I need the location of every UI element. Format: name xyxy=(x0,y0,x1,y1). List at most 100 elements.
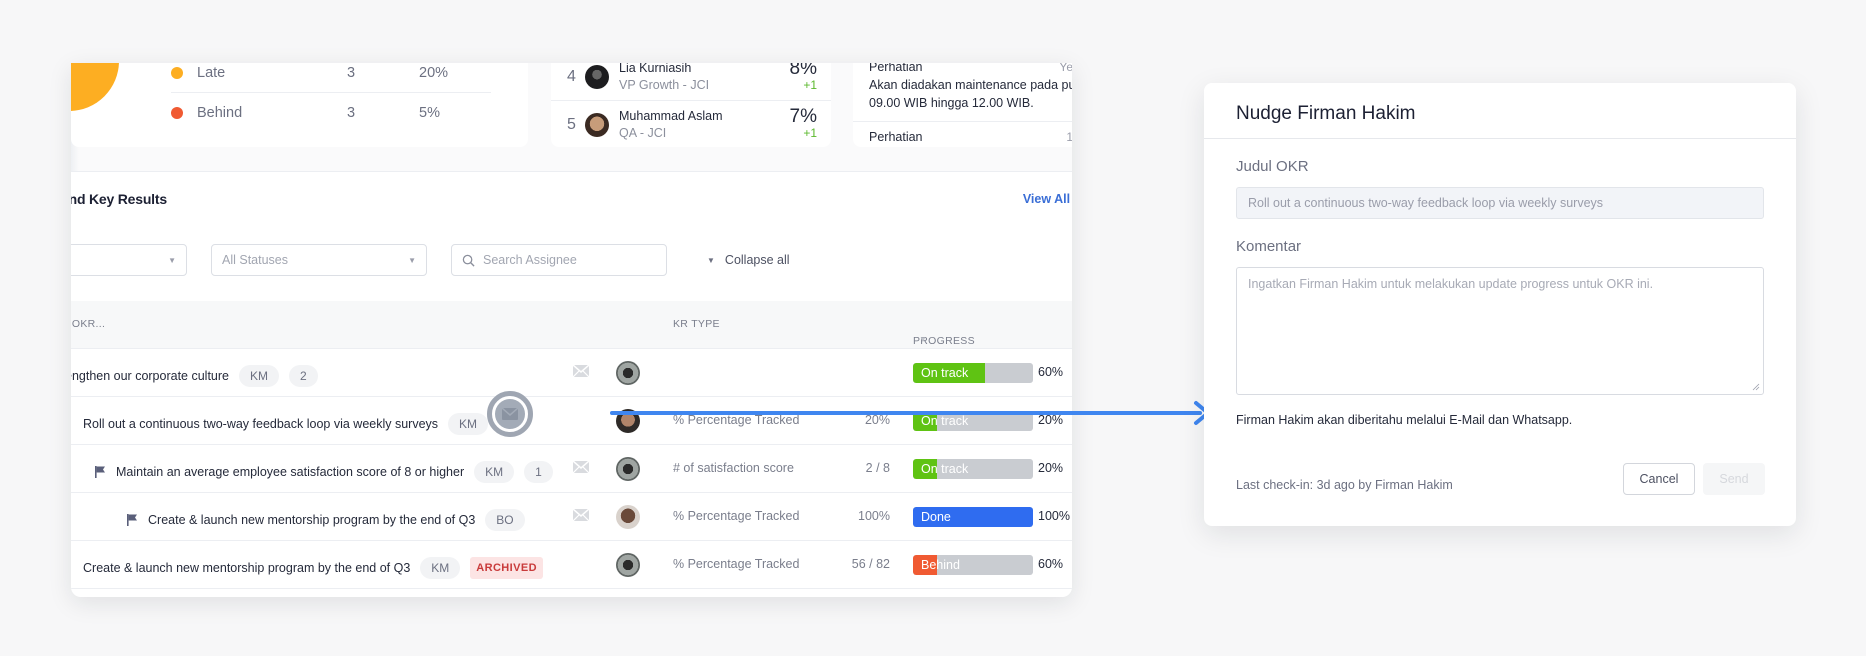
owner-tag: KM xyxy=(448,413,489,435)
status-pie-chart xyxy=(71,63,119,111)
progress-bar: On track xyxy=(913,411,1033,431)
avatar xyxy=(585,64,609,89)
progress-status: On track xyxy=(921,462,969,476)
search-icon xyxy=(462,254,475,267)
notice-date: Ye xyxy=(1059,63,1072,74)
leader-delta: +1 xyxy=(803,77,817,92)
resize-handle-icon[interactable] xyxy=(1752,383,1760,391)
legend-percent: 20% xyxy=(419,64,449,81)
comment-label: Komentar xyxy=(1236,238,1302,255)
avatar xyxy=(616,457,640,481)
avatar xyxy=(616,361,640,385)
column-header-name[interactable]: i OKR... xyxy=(71,318,106,330)
table-header: i OKR... KR TYPE PROGRESS▼ xyxy=(71,301,1072,349)
notice-body: Akan diadakan maintenance pada pu 09.00 … xyxy=(869,76,1072,112)
comment-textarea[interactable]: Ingatkan Firman Hakim untuk melakukan up… xyxy=(1236,267,1764,395)
send-button[interactable]: Send xyxy=(1703,463,1765,495)
okr-title[interactable]: Roll out a continuous two-way feedback l… xyxy=(83,417,439,431)
table-row[interactable]: engthen our corporate culture KM 2 On tr… xyxy=(71,349,1072,397)
table-row[interactable]: Maintain an average employee satisfactio… xyxy=(71,445,1072,493)
mail-icon[interactable] xyxy=(573,461,589,473)
status-summary-card: Late 3 20% Behind 3 5% xyxy=(71,63,528,147)
leader-name: Lia Kurniasih xyxy=(619,63,692,75)
avatar xyxy=(616,553,640,577)
table-row-selected[interactable]: Roll out a continuous two-way feedback l… xyxy=(71,397,1072,445)
notice-title: Perhatian xyxy=(869,130,923,144)
notice-title: Perhatian xyxy=(869,63,923,74)
flag-icon xyxy=(127,514,137,526)
divider xyxy=(71,171,1072,172)
child-count-tag[interactable]: 2 xyxy=(289,365,318,387)
progress-bar: Done xyxy=(913,507,1033,527)
behind-dot-icon xyxy=(171,107,183,119)
notification-info: Firman Hakim akan diberitahu melalui E-M… xyxy=(1236,413,1573,427)
table-row[interactable] xyxy=(71,589,1072,597)
notice-body-line: 09.00 WIB hingga 12.00 WIB. xyxy=(869,96,1034,110)
okr-title[interactable]: Maintain an average employee satisfactio… xyxy=(116,465,465,479)
sort-icon[interactable]: ▼ xyxy=(919,335,928,344)
progress-percent: 20% xyxy=(1038,413,1064,427)
legend-label: Behind xyxy=(197,105,243,121)
okr-title[interactable]: engthen our corporate culture xyxy=(71,369,229,383)
table-row[interactable]: Create & launch new mentorship program b… xyxy=(71,493,1072,541)
kr-value: 2 / 8 xyxy=(865,461,890,475)
cancel-button[interactable]: Cancel xyxy=(1623,463,1695,495)
okr-title-label: Judul OKR xyxy=(1236,158,1309,175)
archived-badge: ARCHIVED xyxy=(470,557,543,579)
kr-type: # of satisfaction score xyxy=(673,461,794,475)
leader-role: QA - JCI xyxy=(619,126,667,140)
owner-tag: KM xyxy=(474,461,515,483)
okr-panel: and Key Results View All I ▼ All Statuse… xyxy=(71,171,1072,597)
okr-title-field: Roll out a continuous two-way feedback l… xyxy=(1236,187,1764,219)
rank: 5 xyxy=(567,116,576,133)
owner-tag: BO xyxy=(485,509,525,531)
owner-tag: KM xyxy=(239,365,279,387)
notices-card: Perhatian Ye Akan diadakan maintenance p… xyxy=(853,63,1072,147)
status-select[interactable]: All Statuses ▼ xyxy=(211,244,427,276)
progress-percent: 20% xyxy=(1038,461,1064,475)
search-assignee-input[interactable]: Search Assignee xyxy=(451,244,667,276)
mail-icon[interactable] xyxy=(573,509,589,521)
kr-type: % Percentage Tracked xyxy=(673,413,800,427)
avatar xyxy=(616,505,640,529)
progress-status: On track xyxy=(921,366,969,380)
mail-icon[interactable] xyxy=(573,365,589,377)
progress-percent: 60% xyxy=(1038,557,1064,571)
kr-type: % Percentage Tracked xyxy=(673,557,800,571)
nudge-mail-button-highlighted[interactable] xyxy=(487,391,533,437)
caret-down-icon: ▼ xyxy=(707,255,715,265)
progress-status: Done xyxy=(921,510,951,524)
leader-delta: +1 xyxy=(803,126,817,140)
mail-icon xyxy=(502,408,518,420)
okr-title[interactable]: Create & launch new mentorship program b… xyxy=(83,561,411,575)
kr-value: 56 / 82 xyxy=(851,557,890,571)
progress-status: Behind xyxy=(921,558,960,572)
progress-bar: Behind xyxy=(913,555,1033,575)
legend-percent: 5% xyxy=(419,105,440,121)
notice-body-line: Akan diadakan maintenance pada pu xyxy=(869,78,1072,92)
section-title: and Key Results xyxy=(71,191,167,207)
child-count-tag[interactable]: 1 xyxy=(524,461,553,483)
view-all-link[interactable]: View All I xyxy=(1022,192,1072,206)
leader-percent: 8% xyxy=(789,63,817,79)
collapse-all-button[interactable]: ▼ Collapse all xyxy=(707,244,790,276)
chevron-down-icon: ▼ xyxy=(408,255,416,265)
search-placeholder: Search Assignee xyxy=(483,253,577,267)
legend-row-late: Late 3 20% xyxy=(171,63,491,93)
filter-select[interactable]: ▼ xyxy=(71,244,187,276)
table-row[interactable]: Create & launch new mentorship program b… xyxy=(71,541,1072,589)
leaderboard-row[interactable]: 5 Muhammad Aslam QA - JCI 7% +1 xyxy=(551,101,831,147)
okr-title[interactable]: Create & launch new mentorship program b… xyxy=(148,513,476,527)
legend-count: 3 xyxy=(347,64,356,81)
leaderboard-row[interactable]: 4 Lia Kurniasih VP Growth - JCI 8% +1 xyxy=(551,63,831,101)
owner-tag: KM xyxy=(420,557,461,579)
progress-header-label: PROGRESS xyxy=(913,335,975,347)
status-select-value: All Statuses xyxy=(222,253,289,267)
legend-row-behind: Behind 3 5% xyxy=(171,93,491,133)
kr-type: % Percentage Tracked xyxy=(673,509,800,523)
divider xyxy=(853,121,1072,122)
collapse-label: Collapse all xyxy=(724,253,790,267)
rank: 4 xyxy=(567,67,576,85)
dialog-title: Nudge Firman Hakim xyxy=(1236,103,1416,124)
late-dot-icon xyxy=(171,66,183,79)
